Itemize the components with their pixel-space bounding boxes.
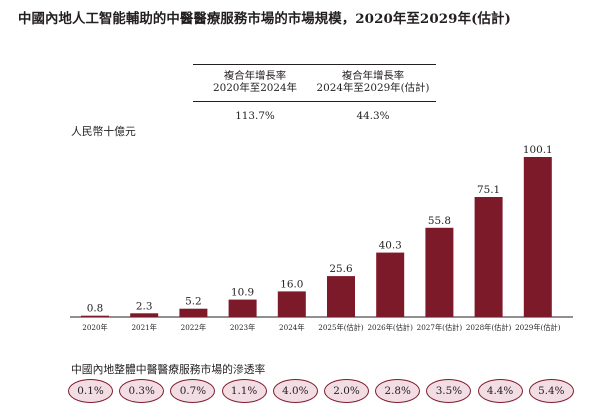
category-label-7: 2027年(估計): [417, 323, 463, 332]
cagr-header-line2: 2020年至2024年: [212, 82, 298, 94]
penetration-pill-7: 3.5%: [426, 379, 472, 403]
value-label-5: 25.6: [329, 263, 352, 275]
value-label-3: 10.9: [231, 287, 254, 299]
bar-3: [228, 299, 257, 317]
value-label-2: 5.2: [185, 296, 202, 308]
cagr-value-2020-2024: 113.7%: [235, 110, 275, 122]
penetration-pill-8: 4.4%: [477, 379, 523, 403]
bars-group: 0.8 2020年 2.3 2021年 5.2 2022年 10.9 2023年 16.0 202…: [81, 144, 561, 332]
cagr-header-2020-2024: 複合年增長率 2020年至2024年: [196, 70, 314, 94]
cagr-header-line2: 2024年至2029年(估計): [316, 82, 430, 94]
bar-5: [327, 276, 355, 317]
cagr-table-mid-rule: [193, 101, 436, 102]
value-label-6: 40.3: [379, 240, 402, 252]
penetration-pill-5: 2.0%: [324, 379, 369, 403]
cagr-header-2024-2029: 複合年增長率 2024年至2029年(估計): [308, 70, 438, 94]
bar-8: [474, 197, 503, 317]
category-label-4: 2024年: [279, 323, 304, 332]
chart-title: 中國內地人工智能輔助的中醫醫療服務市場的市場規模，2020年至2029年(估計): [18, 11, 511, 27]
value-label-9: 100.1: [523, 144, 553, 156]
penetration-pill-4: 4.0%: [272, 379, 318, 403]
penetration-pill-2: 0.7%: [170, 379, 216, 403]
penetration-pill-0: 0.1%: [68, 379, 113, 403]
category-label-1: 2021年: [131, 323, 156, 332]
penetration-pill-1: 0.3%: [119, 379, 165, 403]
category-label-6: 2026年(估計): [367, 323, 413, 332]
category-label-3: 2023年: [230, 323, 255, 332]
value-label-0: 0.8: [87, 303, 104, 315]
value-label-1: 2.3: [136, 300, 153, 312]
bar-9: [523, 157, 552, 317]
penetration-pill-3: 1.1%: [221, 379, 267, 403]
penetration-row: 0.1% 0.3% 0.7% 1.1% 4.0% 2.0% 2.8% 3.5% 4.4% 5.4%: [68, 379, 574, 403]
category-label-5: 2025年(估計): [318, 323, 364, 332]
category-label-8: 2028年(估計): [466, 323, 512, 332]
value-label-8: 75.1: [477, 184, 500, 196]
y-unit-label: 人民幣十億元: [71, 125, 136, 138]
category-label-0: 2020年: [82, 323, 107, 332]
cagr-header-line1: 複合年增長率: [341, 70, 405, 82]
cagr-header-line1: 複合年增長率: [223, 70, 287, 82]
category-label-9: 2029年(估計): [515, 323, 561, 332]
bar-1: [130, 313, 159, 317]
cagr-table-top-rule: [193, 64, 436, 65]
cagr-value-2024-2029: 44.3%: [356, 110, 390, 122]
category-label-2: 2022年: [181, 323, 206, 332]
bar-4: [277, 291, 306, 317]
bar-2: [179, 308, 208, 317]
bar-6: [376, 252, 405, 317]
penetration-pill-9: 5.4%: [528, 379, 574, 403]
bar-7: [425, 227, 454, 317]
bar-0: [81, 315, 109, 317]
value-label-4: 16.0: [280, 278, 303, 290]
penetration-pill-6: 2.8%: [375, 379, 421, 403]
penetration-title: 中國內地整體中醫醫療服務市場的滲透率: [71, 363, 266, 376]
bar-chart: 0.8 2020年 2.3 2021年 5.2 2022年 10.9 2023年 16.0 202…: [70, 144, 573, 332]
value-label-7: 55.8: [428, 215, 451, 227]
